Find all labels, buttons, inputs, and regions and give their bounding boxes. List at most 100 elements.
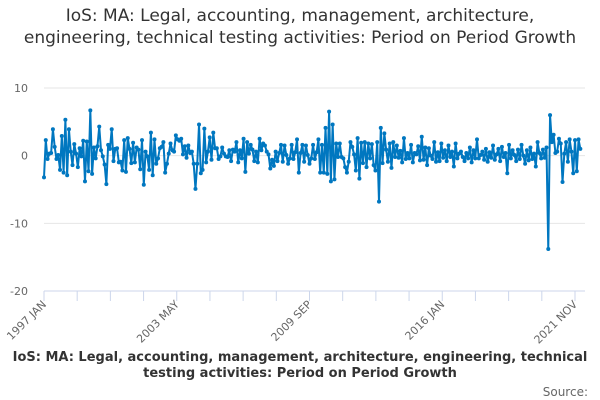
y-tick-label: -20 — [10, 285, 28, 298]
data-point — [254, 149, 259, 154]
data-point — [471, 148, 476, 153]
data-point — [91, 145, 96, 150]
data-point — [414, 152, 419, 157]
data-point — [567, 137, 572, 142]
data-point — [396, 155, 401, 160]
data-point — [360, 161, 365, 166]
y-tick-label: 10 — [14, 82, 28, 95]
data-point — [405, 150, 410, 155]
data-point — [172, 149, 177, 154]
data-point — [145, 154, 150, 159]
data-point — [197, 122, 202, 127]
data-point — [569, 149, 574, 154]
data-point — [542, 155, 547, 160]
data-point — [366, 141, 371, 146]
data-point — [532, 151, 537, 156]
data-point — [131, 140, 136, 145]
data-point — [352, 152, 357, 157]
data-point — [123, 169, 128, 174]
data-point — [136, 147, 141, 152]
data-point — [66, 127, 71, 132]
data-point — [193, 186, 198, 191]
data-point — [243, 169, 248, 174]
data-point — [391, 140, 396, 145]
data-point — [466, 156, 471, 161]
data-point — [90, 171, 95, 176]
data-point — [524, 148, 529, 153]
data-point — [416, 144, 421, 149]
data-point — [262, 143, 267, 148]
data-point — [385, 159, 390, 164]
data-point — [400, 160, 405, 165]
data-point — [286, 161, 291, 166]
data-point — [42, 175, 46, 180]
data-point — [514, 159, 519, 164]
data-point — [428, 153, 433, 158]
data-point — [544, 145, 549, 150]
data-point — [474, 137, 479, 142]
data-point — [565, 159, 570, 164]
data-point — [556, 136, 561, 141]
data-point — [562, 151, 567, 156]
data-point — [435, 150, 440, 155]
data-point — [344, 170, 349, 175]
data-point — [97, 124, 102, 129]
data-point — [323, 125, 328, 130]
data-point — [191, 161, 196, 166]
data-point — [517, 157, 522, 162]
data-point — [59, 134, 64, 139]
data-point — [482, 157, 487, 162]
x-tick-label: 2009 SEP — [269, 298, 315, 344]
data-point — [535, 140, 540, 145]
data-point — [100, 154, 105, 159]
data-point — [548, 113, 553, 118]
series-line — [42, 108, 583, 252]
data-point — [305, 152, 310, 157]
data-point — [300, 142, 305, 147]
data-point — [106, 142, 111, 147]
data-point — [321, 170, 326, 175]
data-point — [179, 136, 184, 141]
data-point — [453, 141, 458, 146]
data-point — [289, 142, 294, 147]
data-point — [58, 167, 63, 172]
data-point — [225, 155, 230, 160]
data-point — [328, 179, 333, 184]
data-point — [337, 141, 342, 146]
data-point — [109, 127, 114, 132]
data-point — [560, 180, 565, 185]
data-point — [574, 169, 579, 174]
data-point — [143, 149, 148, 154]
data-point — [164, 161, 169, 166]
data-point — [204, 160, 209, 165]
data-point — [480, 149, 485, 154]
data-point — [220, 145, 225, 150]
data-point — [512, 152, 517, 157]
data-point — [350, 144, 355, 149]
data-point — [387, 141, 392, 146]
data-point — [491, 143, 496, 148]
legend-item[interactable]: IoS: MA: Legal, accounting, management, … — [12, 350, 588, 381]
data-point — [45, 157, 50, 162]
data-point — [319, 142, 324, 147]
data-point — [140, 138, 145, 143]
data-point — [138, 167, 143, 172]
data-point — [86, 169, 91, 174]
data-point — [576, 137, 581, 142]
data-point — [43, 138, 48, 143]
data-point — [519, 142, 524, 147]
data-point — [211, 130, 216, 135]
data-point — [523, 161, 528, 166]
data-point — [282, 143, 287, 148]
data-point — [332, 177, 337, 182]
data-point — [295, 137, 300, 142]
series-path — [43, 109, 582, 251]
data-point — [277, 150, 282, 155]
data-point — [384, 147, 389, 152]
data-point — [357, 176, 362, 181]
data-point — [54, 157, 59, 162]
data-point — [52, 144, 57, 149]
data-point — [93, 156, 98, 161]
data-point — [74, 151, 79, 156]
